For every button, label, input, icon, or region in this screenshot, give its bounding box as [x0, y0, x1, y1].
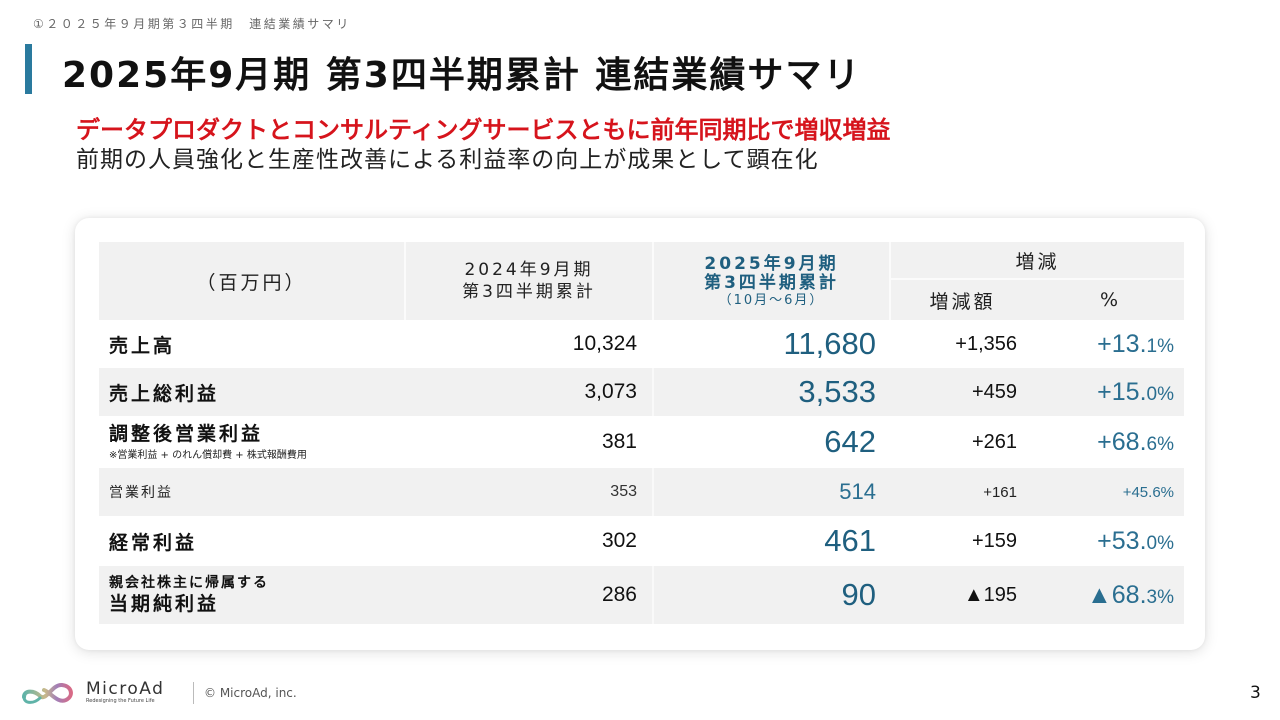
- curr-period-range: （10月～6月）: [718, 292, 825, 308]
- curr-value: 3,533: [798, 374, 876, 409]
- change-percent: +13.1%: [1097, 329, 1174, 358]
- row-label: 売上総利益: [109, 382, 220, 405]
- change-percent: +45.6%: [1122, 483, 1174, 501]
- change-amount: +1,356: [955, 332, 1017, 355]
- brand-name: MicroAd: [86, 679, 165, 699]
- curr-value: 461: [824, 523, 876, 558]
- change-amount-header: 増減額: [889, 280, 1034, 320]
- prev-value: 3,073: [584, 380, 637, 403]
- curr-value: 514: [839, 479, 876, 504]
- change-percent: +68.6%: [1097, 427, 1174, 456]
- prev-value: 381: [601, 430, 637, 453]
- change-percent-header: %: [1099, 289, 1119, 311]
- change-amount: +161: [983, 483, 1017, 501]
- change-amount: ▲195: [963, 583, 1017, 606]
- change-percent: ▲68.3%: [1087, 580, 1174, 609]
- prev-value: 10,324: [572, 332, 637, 355]
- curr-period-line1: 2025年9月期: [704, 253, 839, 274]
- unit-header: （百万円）: [196, 271, 307, 294]
- prev-value: 353: [610, 483, 637, 500]
- prev-period-header: 2024年9月期 第3四半期累計: [404, 242, 654, 320]
- prev-period-line2: 第3四半期累計: [462, 282, 596, 302]
- change-percent: +15.0%: [1097, 377, 1174, 406]
- change-percent: +53.0%: [1097, 526, 1174, 555]
- microad-logo-icon: [22, 683, 73, 704]
- table-row-adjusted-operating-profit: 調整後営業利益 ※営業利益 + のれん償却費 + 株式報酬費用 381 642 …: [99, 416, 1184, 468]
- table-row-net-income: 親会社株主に帰属する 当期純利益 286 90 ▲195 ▲68.3%: [99, 566, 1184, 624]
- subline: 前期の人員強化と生産性改善による利益率の向上が成果として顕在化: [76, 147, 819, 173]
- change-amount: +261: [971, 430, 1017, 453]
- change-group-header: 増減: [889, 242, 1184, 280]
- prev-value: 286: [601, 583, 637, 606]
- headline: データプロダクトとコンサルティングサービスともに前年同期比で増収増益: [76, 116, 891, 144]
- copyright: © MicroAd, inc.: [204, 686, 297, 700]
- row-label: 営業利益: [109, 485, 173, 501]
- row-label-prefix: 親会社株主に帰属する: [109, 574, 269, 591]
- page-number: 3: [1250, 683, 1261, 703]
- change-amount: +459: [971, 380, 1017, 403]
- table-header: （百万円） 2024年9月期 第3四半期累計 2025年9月期 第3四半期累計 …: [99, 242, 1184, 320]
- table-row-gross-profit: 売上総利益 3,073 3,533 +459 +15.0%: [99, 368, 1184, 416]
- curr-period-line2: 第3四半期累計: [704, 272, 839, 293]
- brand: MicroAd Redesigning the Future Life: [86, 680, 164, 704]
- footer-divider: [193, 682, 194, 704]
- curr-period-header: 2025年9月期 第3四半期累計 （10月～6月）: [654, 242, 889, 320]
- title-accent-bar: [25, 44, 32, 94]
- table-row-ordinary-profit: 経常利益 302 461 +159 +53.0%: [99, 516, 1184, 566]
- change-amount: +159: [971, 529, 1017, 552]
- curr-value: 642: [824, 424, 876, 459]
- table-row-operating-profit: 営業利益 353 514 +161 +45.6%: [99, 468, 1184, 516]
- table-row-net-sales: 売上高 10,324 11,680 +1,356 +13.1%: [99, 320, 1184, 368]
- row-label: 当期純利益: [109, 592, 220, 615]
- row-label: 調整後営業利益: [109, 423, 264, 445]
- breadcrumb: ①２０２５年９月期第３四半期 連結業績サマリ: [33, 17, 351, 31]
- prev-value: 302: [601, 529, 637, 552]
- row-label: 売上高: [109, 334, 176, 357]
- page-title: 2025年9月期 第3四半期累計 連結業績サマリ: [62, 55, 862, 96]
- row-label: 経常利益: [109, 531, 198, 554]
- curr-value: 90: [841, 577, 876, 612]
- brand-tagline: Redesigning the Future Life: [86, 698, 155, 704]
- results-table: （百万円） 2024年9月期 第3四半期累計 2025年9月期 第3四半期累計 …: [99, 242, 1184, 624]
- row-note: ※営業利益 + のれん償却費 + 株式報酬費用: [109, 450, 307, 461]
- curr-value: 11,680: [783, 326, 876, 361]
- prev-period-line1: 2024年9月期: [464, 260, 594, 280]
